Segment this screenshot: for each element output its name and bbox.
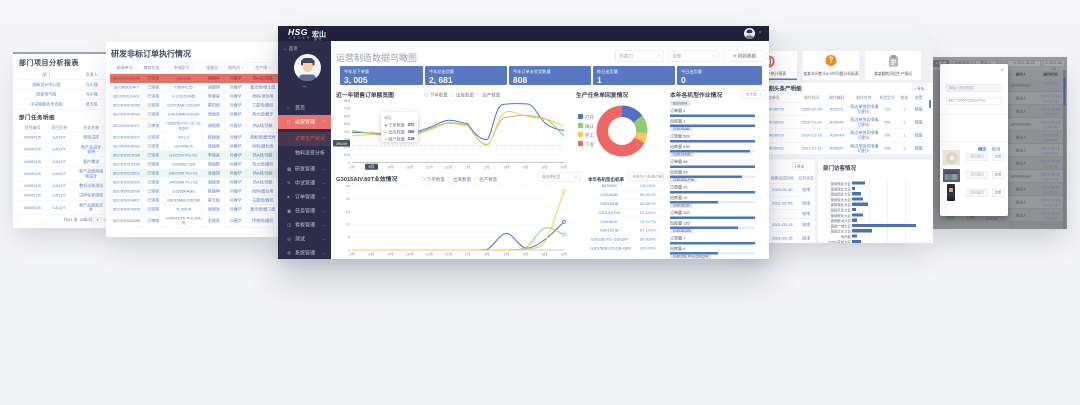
- svg-text:5月: 5月: [542, 165, 548, 170]
- svg-text:1月: 1月: [465, 165, 471, 170]
- svg-text:25: 25: [346, 184, 350, 188]
- svg-text:100: 100: [344, 153, 350, 157]
- svg-text:6月: 6月: [561, 165, 567, 170]
- svg-text:3月: 3月: [503, 165, 509, 170]
- svg-text:11月: 11月: [425, 165, 433, 170]
- svg-text:0: 0: [348, 161, 350, 165]
- svg-text:9月: 9月: [388, 252, 394, 257]
- svg-text:9月: 9月: [388, 165, 394, 170]
- svg-text:7月: 7月: [349, 252, 355, 257]
- svg-text:4月: 4月: [522, 252, 528, 257]
- svg-text:7月: 7月: [349, 165, 355, 170]
- svg-text:15: 15: [346, 210, 350, 214]
- svg-text:600: 600: [344, 114, 350, 118]
- svg-text:2月: 2月: [484, 252, 490, 257]
- svg-text:20: 20: [346, 197, 350, 201]
- svg-text:0: 0: [348, 248, 350, 252]
- svg-text:10月: 10月: [406, 252, 414, 257]
- svg-text:800: 800: [344, 99, 350, 103]
- svg-text:12月: 12月: [444, 165, 452, 170]
- svg-text:8月: 8月: [368, 252, 374, 257]
- svg-text:400: 400: [344, 130, 350, 134]
- svg-text:12月: 12月: [444, 252, 452, 257]
- svg-text:10月: 10月: [406, 165, 414, 170]
- svg-text:3月: 3月: [503, 252, 509, 257]
- svg-text:5: 5: [348, 236, 350, 240]
- svg-text:700: 700: [344, 107, 350, 111]
- svg-text:294.69: 294.69: [336, 142, 347, 146]
- svg-text:5月: 5月: [542, 252, 548, 257]
- svg-text:4月: 4月: [522, 165, 528, 170]
- svg-text:11月: 11月: [425, 252, 433, 257]
- svg-text:200: 200: [344, 145, 350, 149]
- svg-text:300: 300: [344, 138, 350, 142]
- svg-text:2月: 2月: [484, 165, 490, 170]
- svg-text:8月: 8月: [369, 164, 375, 169]
- svg-text:6月: 6月: [561, 252, 567, 257]
- svg-text:10: 10: [346, 223, 350, 227]
- svg-text:1月: 1月: [465, 252, 471, 257]
- svg-text:500: 500: [344, 122, 350, 126]
